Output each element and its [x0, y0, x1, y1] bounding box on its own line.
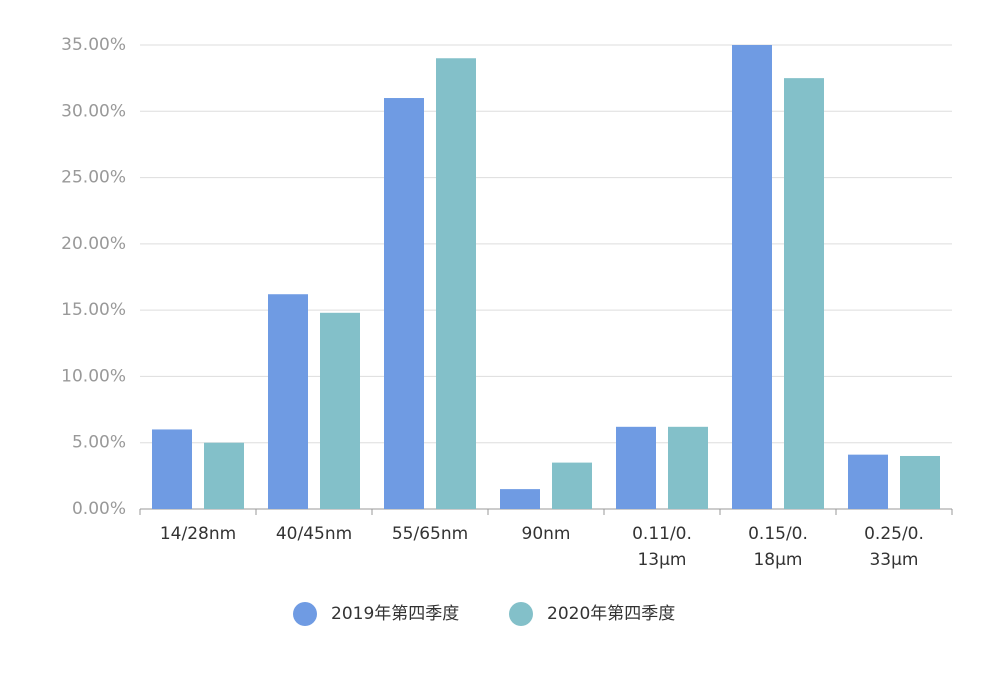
bar	[848, 454, 888, 509]
legend-swatch	[293, 602, 317, 626]
bar	[152, 429, 192, 509]
y-tick-label: 5.00%	[72, 433, 126, 453]
x-tick-label: 0.11/0. 13μm	[632, 524, 692, 570]
bar	[320, 312, 360, 509]
bar	[268, 294, 308, 509]
y-tick-label: 20.00%	[61, 234, 126, 254]
legend-item: 2019年第四季度	[293, 602, 459, 626]
legend-label: 2019年第四季度	[331, 604, 459, 624]
legend-label: 2020年第四季度	[547, 604, 675, 624]
bar	[204, 442, 244, 509]
bar	[500, 489, 540, 509]
x-tick-label: 40/45nm	[276, 524, 352, 544]
x-tick-label: 55/65nm	[392, 524, 468, 544]
y-tick-label: 15.00%	[61, 300, 126, 320]
bar	[436, 58, 476, 509]
y-tick-label: 35.00%	[61, 35, 126, 55]
bar	[552, 462, 592, 509]
x-tick-label: 0.15/0. 18μm	[748, 524, 808, 570]
legend-swatch	[509, 602, 533, 626]
bar	[732, 45, 772, 509]
y-tick-label: 30.00%	[61, 101, 126, 121]
bar	[384, 98, 424, 510]
x-tick-label: 0.25/0. 33μm	[864, 524, 924, 570]
bar	[900, 455, 940, 509]
bar	[616, 426, 656, 509]
legend-item: 2020年第四季度	[509, 602, 675, 626]
x-tick-label: 14/28nm	[160, 524, 236, 544]
y-tick-label: 25.00%	[61, 168, 126, 188]
x-tick-label: 90nm	[522, 524, 571, 544]
bar	[784, 78, 824, 510]
y-tick-label: 10.00%	[61, 366, 126, 386]
y-tick-label: 0.00%	[72, 499, 126, 519]
bar	[668, 426, 708, 509]
